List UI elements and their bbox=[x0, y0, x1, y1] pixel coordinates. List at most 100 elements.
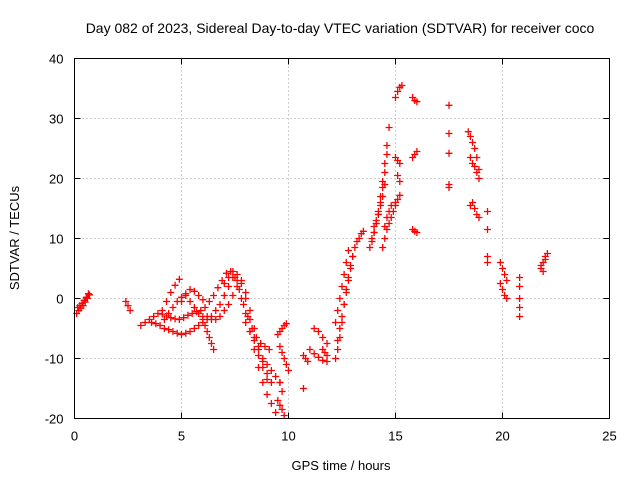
data-point bbox=[355, 235, 363, 242]
data-point bbox=[124, 302, 132, 310]
data-point bbox=[413, 98, 421, 106]
y-tick-label: 10 bbox=[49, 232, 63, 247]
data-point bbox=[516, 313, 524, 320]
data-point bbox=[163, 298, 171, 305]
data-point bbox=[469, 139, 477, 146]
data-point bbox=[240, 301, 248, 308]
data-point bbox=[259, 355, 267, 362]
data-point bbox=[246, 328, 254, 335]
series-track-09 bbox=[199, 316, 218, 353]
series-track-17 bbox=[299, 385, 307, 392]
data-point bbox=[473, 154, 481, 161]
data-point bbox=[306, 346, 314, 353]
data-point bbox=[385, 124, 393, 131]
data-point bbox=[210, 346, 218, 353]
data-point bbox=[359, 227, 367, 235]
series-track-13 bbox=[276, 343, 292, 374]
data-point bbox=[195, 292, 203, 299]
y-tick-label: 40 bbox=[49, 52, 63, 67]
data-point bbox=[267, 379, 275, 386]
data-point bbox=[190, 287, 198, 295]
data-point bbox=[381, 169, 389, 176]
data-point bbox=[445, 130, 453, 137]
data-point bbox=[201, 322, 209, 329]
series-track-40 bbox=[466, 199, 483, 221]
data-point bbox=[207, 340, 215, 347]
data-point bbox=[167, 289, 175, 296]
data-point bbox=[334, 337, 342, 344]
data-point bbox=[167, 314, 175, 322]
data-point bbox=[344, 247, 352, 254]
data-point bbox=[338, 283, 346, 290]
data-point bbox=[351, 244, 359, 251]
data-point bbox=[267, 367, 275, 374]
data-point bbox=[347, 265, 355, 272]
data-point bbox=[178, 298, 185, 305]
data-point bbox=[383, 151, 391, 158]
data-point bbox=[267, 400, 275, 407]
data-point bbox=[175, 275, 183, 283]
series-track-33 bbox=[392, 82, 406, 101]
data-point bbox=[274, 397, 282, 404]
series-track-03 bbox=[122, 298, 134, 314]
data-point bbox=[182, 290, 190, 298]
data-point bbox=[319, 356, 327, 364]
series-track-31 bbox=[392, 154, 404, 167]
data-point bbox=[466, 133, 474, 140]
data-point bbox=[188, 310, 196, 317]
data-point bbox=[165, 326, 173, 334]
data-point bbox=[516, 304, 524, 311]
data-point bbox=[175, 316, 183, 323]
data-point bbox=[379, 193, 387, 200]
data-point bbox=[150, 313, 158, 320]
data-point bbox=[473, 169, 481, 176]
data-point bbox=[246, 307, 254, 314]
data-point bbox=[195, 310, 203, 317]
data-point bbox=[381, 160, 389, 167]
data-point bbox=[394, 196, 402, 203]
chart-title: Day 082 of 2023, Sidereal Day-to-day VTE… bbox=[86, 20, 595, 36]
data-point bbox=[180, 314, 188, 322]
data-point bbox=[394, 88, 402, 95]
series-track-20 bbox=[319, 346, 331, 359]
series-track-29 bbox=[381, 202, 395, 230]
data-point bbox=[398, 82, 406, 89]
data-point bbox=[496, 280, 504, 287]
data-point bbox=[383, 142, 391, 149]
data-point bbox=[263, 391, 271, 398]
data-point bbox=[222, 269, 230, 277]
data-point bbox=[445, 149, 453, 157]
data-point bbox=[261, 343, 269, 350]
data-point bbox=[541, 256, 549, 263]
data-point bbox=[349, 253, 357, 260]
data-point bbox=[484, 226, 492, 233]
data-point bbox=[158, 307, 166, 314]
data-point bbox=[203, 313, 211, 320]
data-point bbox=[469, 199, 477, 206]
data-point bbox=[304, 358, 312, 365]
series-track-10 bbox=[220, 268, 280, 416]
data-point bbox=[210, 292, 218, 299]
series-track-16 bbox=[299, 352, 312, 365]
x-tick-label: 5 bbox=[178, 429, 185, 444]
data-point bbox=[173, 329, 181, 337]
data-point bbox=[255, 352, 263, 359]
data-point bbox=[242, 310, 250, 317]
series-track-42 bbox=[496, 259, 511, 284]
data-point bbox=[182, 329, 190, 337]
data-point bbox=[334, 307, 342, 314]
data-point bbox=[259, 379, 267, 386]
data-point bbox=[216, 313, 224, 320]
series-track-08 bbox=[178, 286, 207, 305]
data-point bbox=[484, 253, 492, 260]
x-tick-label: 10 bbox=[281, 429, 295, 444]
data-point bbox=[282, 320, 290, 328]
x-tick-label: 0 bbox=[71, 429, 78, 444]
data-point bbox=[385, 220, 393, 227]
series-track-37 bbox=[445, 101, 453, 191]
data-point bbox=[338, 313, 346, 320]
series-track-22 bbox=[334, 253, 357, 344]
data-point bbox=[323, 358, 331, 365]
data-point bbox=[336, 325, 344, 332]
